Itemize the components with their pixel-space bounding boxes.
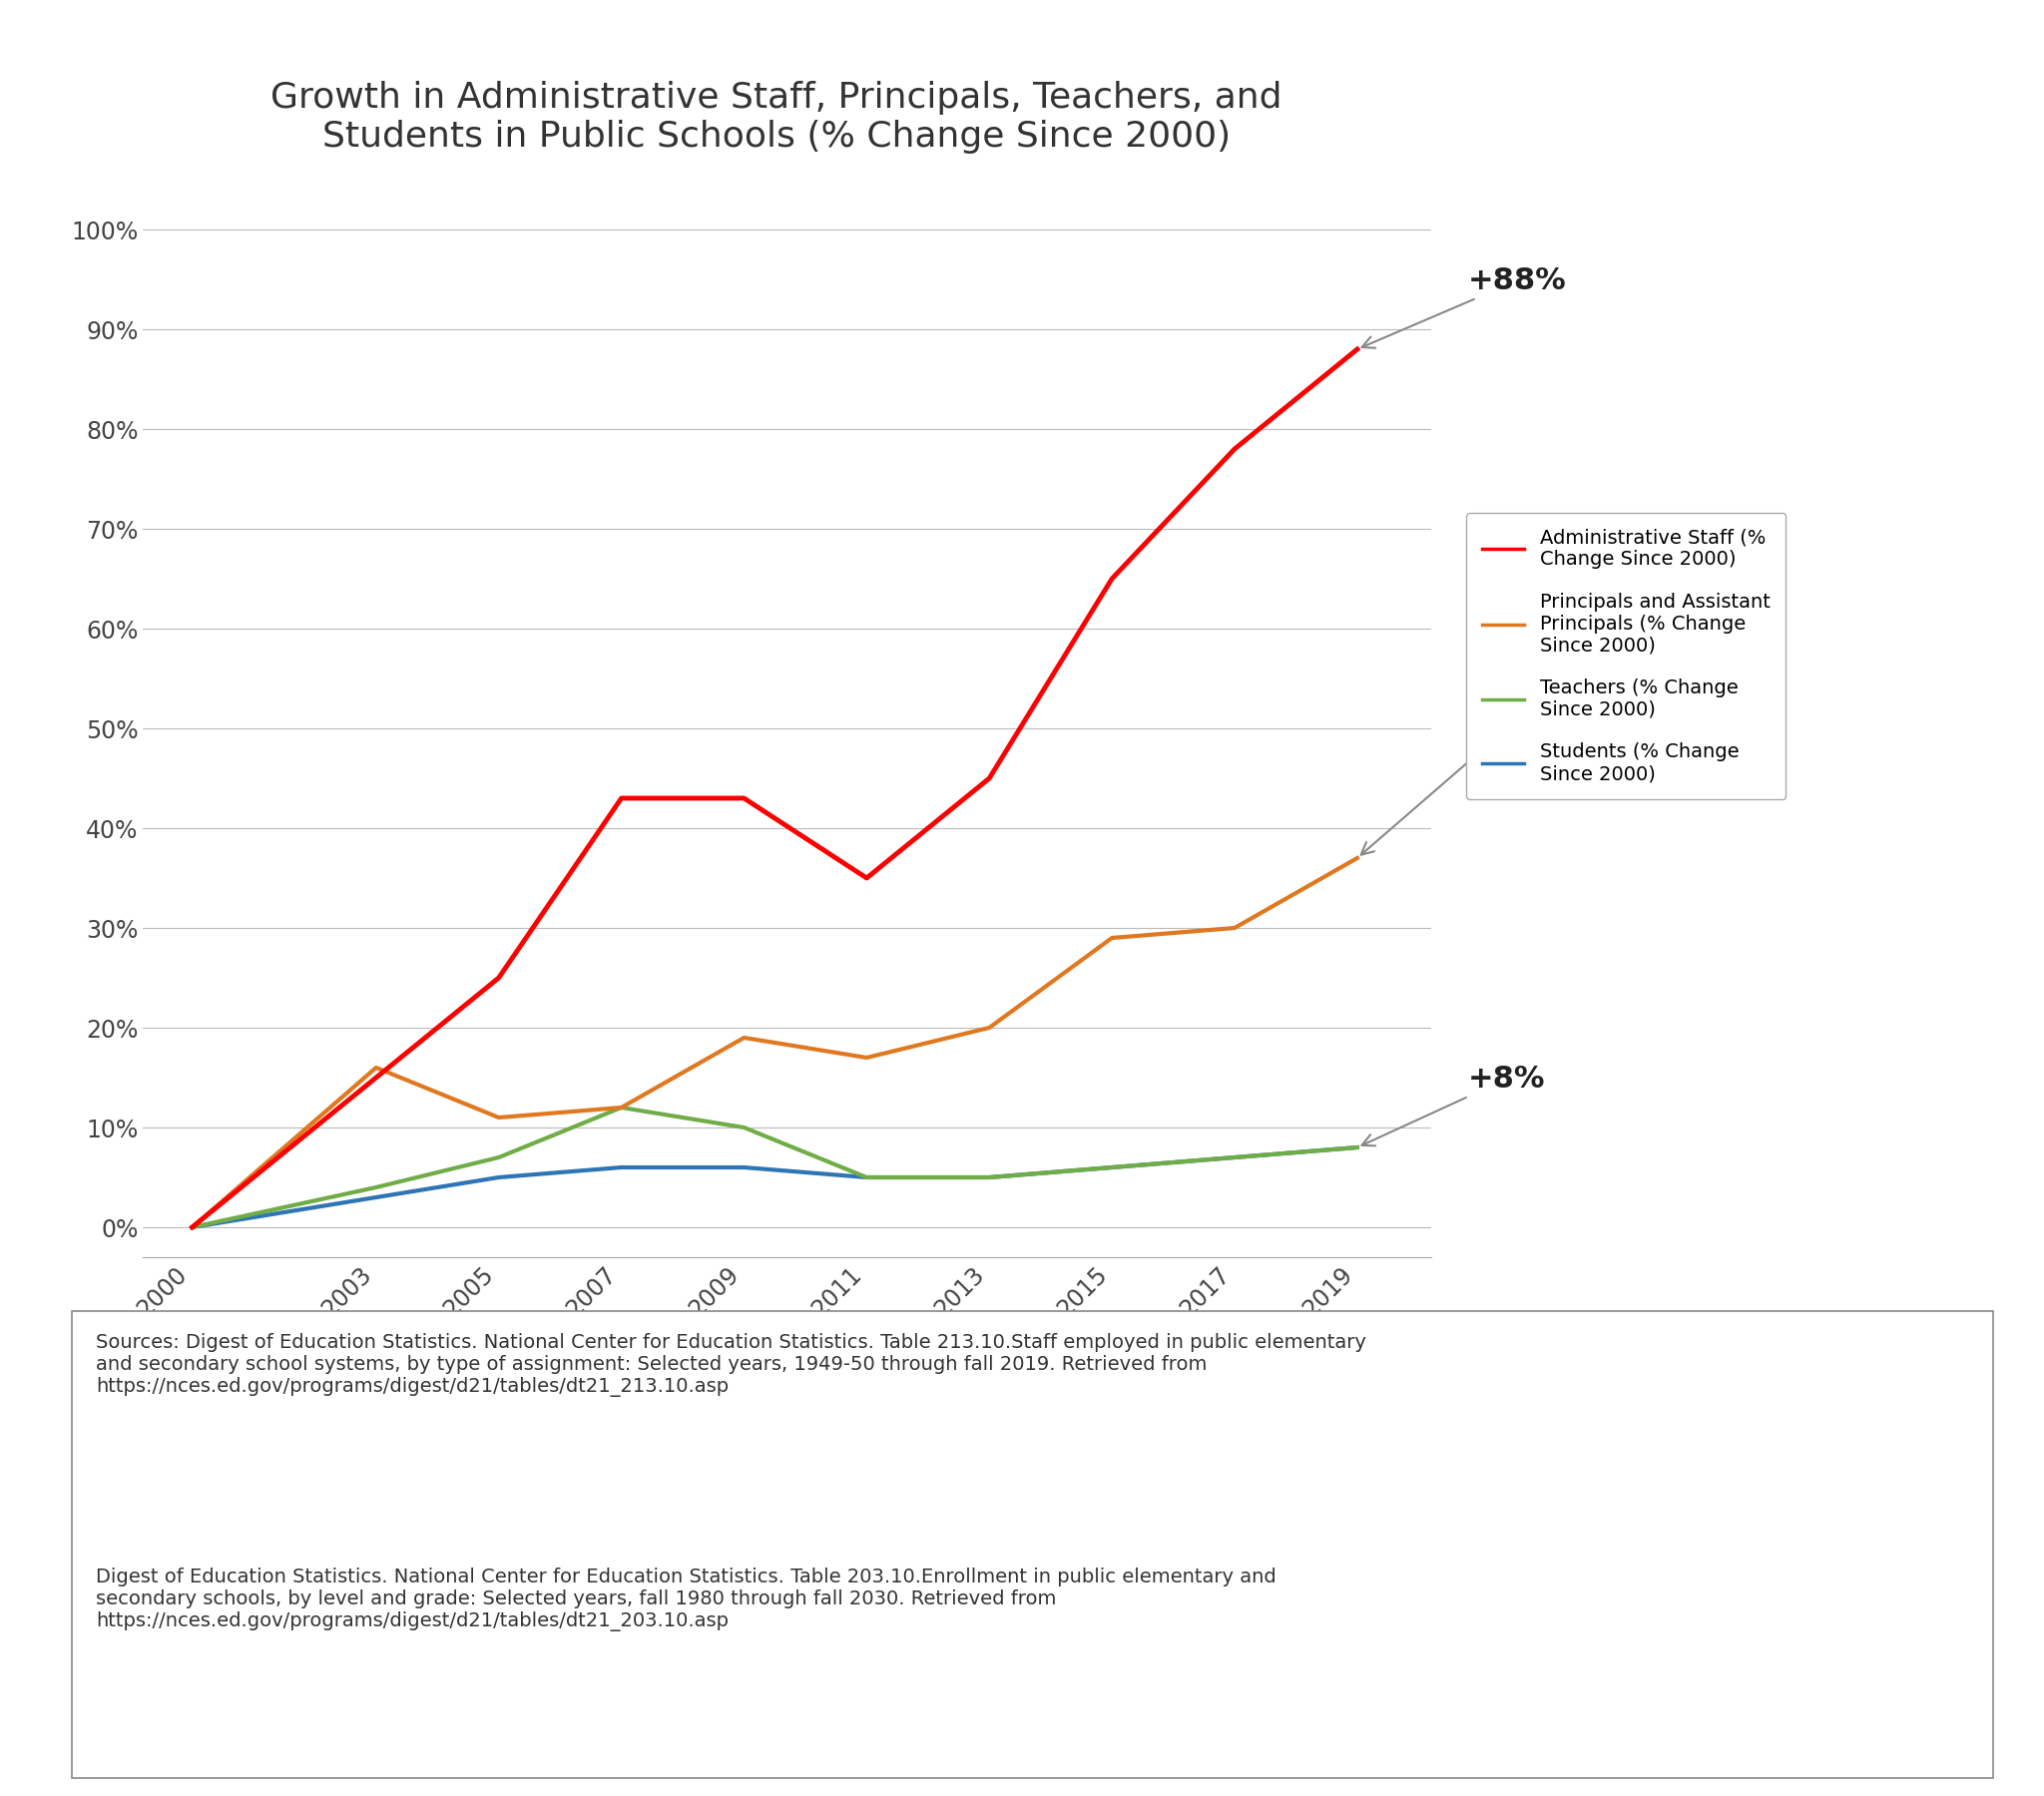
Text: Growth in Administrative Staff, Principals, Teachers, and
Students in Public Sch: Growth in Administrative Staff, Principa… — [272, 81, 1282, 154]
Text: Sources: Digest of Education Statistics. National Center for Education Statistic: Sources: Digest of Education Statistics.… — [96, 1333, 1367, 1397]
Legend: Administrative Staff (%
Change Since 2000), Principals and Assistant
Principals : Administrative Staff (% Change Since 200… — [1466, 512, 1786, 799]
Text: +37%: +37% — [1361, 706, 1566, 855]
Text: Digest of Education Statistics. National Center for Education Statistics. Table : Digest of Education Statistics. National… — [96, 1568, 1278, 1633]
Text: +88%: +88% — [1361, 266, 1566, 348]
Text: +8%: +8% — [1361, 1065, 1545, 1146]
